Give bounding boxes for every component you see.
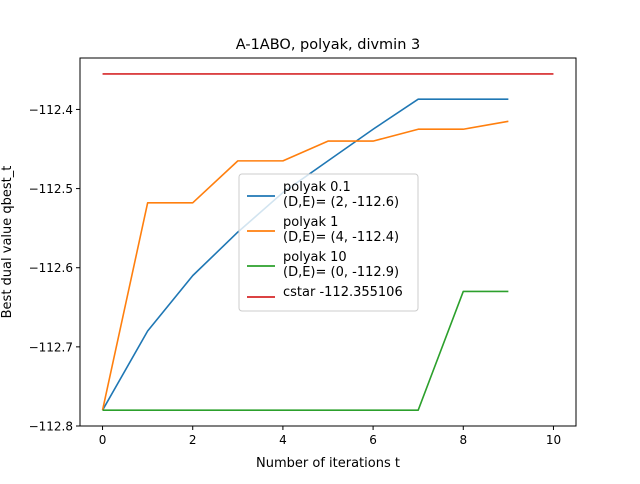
x-axis-ticks: 0 2 4 6 8 10 [99,426,561,447]
series-line-polyak-1 [101,120,509,411]
chart-title: A-1ABO, polyak, divmin 3 [236,37,420,53]
x-tick-label: 2 [189,433,197,447]
legend-entry-polyak-10: polyak 10(D,E)= (0, -112.9) [247,250,399,280]
y-tick-label: −112.5 [29,182,73,196]
legend-label: polyak 1 [283,215,338,230]
legend-label-detail: (D,E)= (0, -112.9) [283,265,399,280]
legend-entry-cstar: cstar -112.355106 [247,285,403,300]
legend-label: polyak 10 [283,250,347,265]
y-tick-label: −112.4 [29,103,73,117]
legend-label-detail: (D,E)= (4, -112.4) [283,230,399,245]
y-axis-ticks: −112.8 −112.7 −112.6 −112.5 −112.4 [29,103,80,434]
y-tick-label: −112.7 [29,340,73,354]
y-axis-label: Best dual value qbest_t [0,166,15,319]
x-axis-label: Number of iterations t [256,456,400,471]
x-tick-label: 8 [459,433,467,447]
legend-label-detail: (D,E)= (2, -112.6) [283,195,399,210]
x-tick-label: 6 [369,433,377,447]
legend-entry-polyak-0-1: polyak 0.1(D,E)= (2, -112.6) [247,180,399,210]
legend-label: polyak 0.1 [283,180,351,195]
legend-box [238,173,419,312]
plot-area-frame [79,57,577,427]
y-tick-label: −112.6 [29,261,73,275]
x-tick-label: 4 [279,433,287,447]
legend-entry-polyak-1: polyak 1(D,E)= (4, -112.4) [247,215,399,245]
legend-label: cstar -112.355106 [283,285,403,300]
x-tick-label: 0 [99,433,107,447]
series-line-polyak-10 [102,290,509,411]
x-tick-label: 10 [546,433,561,447]
legend: polyak 0.1(D,E)= (2, -112.6)polyak 1(D,E… [238,173,419,312]
y-tick-label: −112.8 [29,420,73,434]
